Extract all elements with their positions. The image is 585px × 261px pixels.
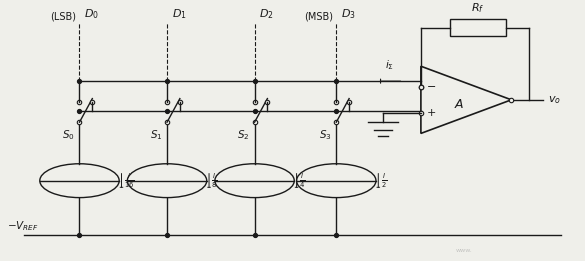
Text: (MSB): (MSB) (304, 11, 333, 21)
Text: $i_{\Sigma}$: $i_{\Sigma}$ (386, 58, 394, 72)
Text: +: + (426, 108, 436, 117)
Text: $S_2$: $S_2$ (238, 128, 250, 142)
Text: $\frac{I}{8}$: $\frac{I}{8}$ (211, 171, 218, 190)
Text: $D_0$: $D_0$ (84, 8, 99, 21)
Text: $\frac{I}{16}$: $\frac{I}{16}$ (124, 171, 135, 190)
Text: $\frac{I}{4}$: $\frac{I}{4}$ (299, 171, 305, 190)
Text: www.: www. (456, 248, 473, 253)
Text: $S_3$: $S_3$ (319, 128, 332, 142)
Text: (LSB): (LSB) (50, 11, 77, 21)
Text: $R_f$: $R_f$ (471, 1, 484, 15)
Text: $D_1$: $D_1$ (171, 8, 187, 21)
Text: $D_3$: $D_3$ (341, 8, 356, 21)
Text: $v_o$: $v_o$ (548, 94, 561, 106)
Text: $S_0$: $S_0$ (62, 128, 75, 142)
Text: $-V_{REF}$: $-V_{REF}$ (6, 219, 38, 233)
Text: A: A (455, 98, 463, 111)
Text: −: − (426, 82, 436, 92)
Text: $\frac{I}{2}$: $\frac{I}{2}$ (381, 171, 387, 190)
Bar (450, 19, 505, 36)
Text: $D_2$: $D_2$ (259, 8, 274, 21)
Text: $S_1$: $S_1$ (150, 128, 163, 142)
